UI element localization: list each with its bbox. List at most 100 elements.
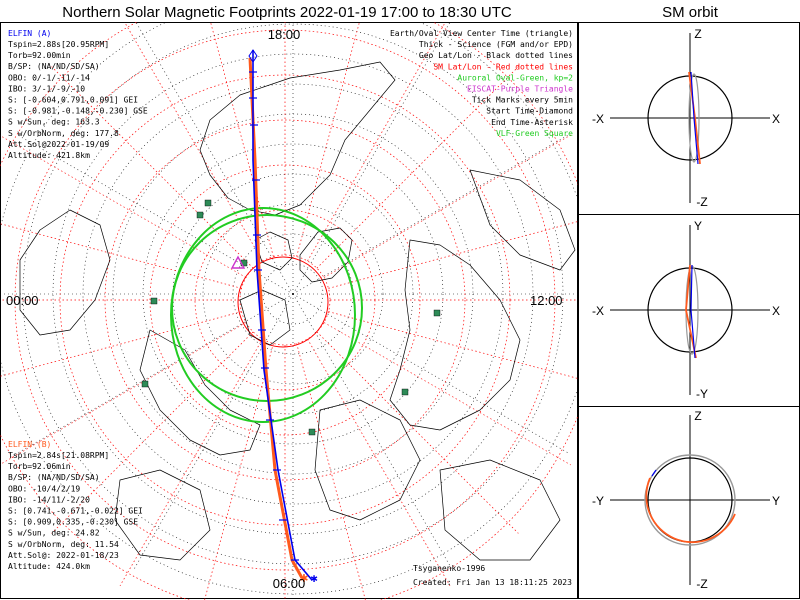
figure-title: Northern Solar Magnetic Footprints 2022-… (62, 4, 512, 21)
legend-entry: Geo Lat/Lon - Black dotted lines (419, 51, 573, 60)
geo-lon-line (15, 133, 294, 295)
orbit-axis-label: -Y (592, 494, 604, 508)
coastline (19, 209, 111, 336)
created-timestamp: Created: Fri Jan 13 18:11:25 2023 (413, 578, 572, 587)
sm-lon-line (0, 223, 242, 289)
geo-lon-line (292, 293, 571, 455)
sm-lon-line (51, 66, 254, 269)
orbit-axis-label: X (772, 112, 780, 126)
orbit-axis-label: -X (592, 304, 604, 318)
probe-a-info: ELFIN (A) Tspin=2.88s[20.95RPM] Torb=92.00… (8, 29, 148, 160)
legend-entry: End Time-Asterisk (491, 118, 573, 127)
orbit-title: SM orbit (662, 4, 719, 21)
sm-pole-circle (237, 256, 329, 348)
orbit-axis-label: X (772, 304, 780, 318)
probe-a-info-line: Att.Sol@2022-01-19/09 (8, 140, 109, 149)
probe-b-info-line: S: [0.909,0.335,-0.230] GSE (8, 518, 138, 527)
geo-lat-circle (82, 83, 504, 505)
vlf-stations (141, 199, 441, 436)
probe-a-info-line: S: [-0.981,-0.148,-0.230] GSE (8, 107, 148, 116)
probe-b-info-line: Att.Sol@: 2022-01-18/23 (8, 551, 119, 560)
hour-label-right: 12:00 (530, 293, 563, 308)
probe-b-info-line: S w/OrbNorm, deg: 11.54 (8, 540, 119, 549)
sm-lon-line (316, 331, 519, 534)
probe-b-info-line: Altitude: 424.0km (8, 562, 90, 571)
orbit-path-b (685, 264, 697, 359)
probe-a-info-line: S: [-0.604,0.791,0.091] GEI (8, 96, 138, 105)
probe-a-info-line: S w/OrbNorm, deg: 177.8 (8, 129, 119, 138)
orbit-panel-2: Y -Y -X X (592, 219, 780, 401)
legend-entry: VLF-Green Square (496, 129, 573, 138)
orbit-axis-label: -Z (696, 195, 707, 209)
start-diamond-a (248, 49, 258, 63)
auroral-oval-outer (170, 207, 356, 423)
sm-lon-line (204, 343, 274, 600)
probe-b-info-line: S: [0.741,-0.671,-0.022] GEI (8, 507, 143, 516)
orbit-axis-label: -X (592, 112, 604, 126)
geo-lat-circle (202, 203, 384, 385)
sm-lon-line (316, 66, 519, 269)
end-asterisk-b: ✱ (300, 570, 309, 586)
geo-lon-line (135, 22, 294, 295)
geo-lon-line (292, 293, 454, 572)
credit-model: Tsyganenko-1996 (413, 564, 485, 573)
hour-label-left: 00:00 (6, 293, 39, 308)
geo-lon-line (292, 133, 571, 295)
probe-a-info-line: Altitude: 421.8km (8, 151, 90, 160)
sm-lat-circle (149, 164, 421, 436)
orbit-panel-1: Z -Z -X X (592, 27, 780, 209)
orbit-axis-label: Z (694, 409, 701, 423)
orbit-path-a (690, 71, 699, 165)
vlf-station-marker (150, 297, 158, 305)
legend-entry: Tick Marks every 5min (472, 96, 573, 105)
footprint-tracks: ✱ ✱ (248, 49, 318, 586)
vlf-station-marker (141, 380, 149, 388)
hour-label-bottom: 06:00 (273, 576, 306, 591)
legend-entry: Start Time-Diamond (486, 107, 573, 116)
orbit-path-a (690, 264, 696, 359)
sm-latlon-grid (0, 22, 578, 600)
probe-a-info-line: Tspin=2.88s[20.95RPM] (8, 40, 109, 49)
probe-b-info: ELFIN (B) Tspin=2.84s[21.08RPM] Torb=92.06… (8, 440, 143, 571)
coastline (439, 459, 561, 561)
legend: Earth/Oval View Center Time (triangle) Th… (390, 29, 573, 138)
probe-b-name: ELFIN (B) (8, 440, 51, 449)
sm-lon-line (210, 22, 274, 257)
sm-lon-line (323, 134, 571, 278)
vlf-station-marker (308, 428, 316, 436)
sm-lon-line (0, 135, 247, 278)
probe-b-info-line: Torb=92.06min (8, 462, 71, 471)
orbit-path-a (651, 469, 657, 477)
legend-entry: SM Lat/Lon - Red dotted lines (433, 62, 573, 71)
hour-label-top: 18:00 (268, 27, 301, 42)
coastline (114, 469, 211, 561)
orbit-axis-label: -Z (696, 577, 707, 591)
sm-lon-line (307, 338, 451, 586)
track-probe-b (248, 57, 304, 579)
probe-a-info-line: IBO: 3/-1/-9/-10 (8, 84, 85, 93)
sm-lon-line (0, 322, 247, 465)
coastline (389, 239, 521, 431)
geo-lat-circle (262, 263, 324, 325)
orbit-axis-label: Y (772, 494, 780, 508)
probe-a-info-line: OBO: 0/-1/-11/-14 (8, 73, 90, 82)
vlf-station-marker (401, 388, 409, 396)
probe-a-info-line: S w/Sun, deg: 163.3 (8, 118, 100, 127)
sm-lon-line (296, 22, 360, 257)
vlf-station-marker (204, 199, 212, 207)
probe-a-info-line: Torb=92.00min (8, 51, 71, 60)
map-frame (0, 22, 578, 599)
orbit-ref-path (688, 73, 700, 163)
probe-b-info-line: S w/Sun, deg: 24.82 (8, 529, 100, 538)
sm-lon-line (328, 221, 578, 289)
geo-lon-line (15, 293, 294, 455)
vlf-station-marker (196, 211, 204, 219)
legend-entry: Thick - Science (FGM and/or EPD) (419, 40, 573, 49)
auroral-oval (170, 207, 363, 423)
end-asterisk-a: ✱ (310, 571, 317, 585)
sm-lon-line (296, 343, 366, 600)
probe-b-info-line: Tspin=2.84s[21.08RPM] (8, 451, 109, 460)
vlf-station-marker (433, 309, 441, 317)
probe-b-info-line: B/SP: (NA/ND/SD/SA) (8, 473, 100, 482)
orbit-panels: Z -Z -X X Y -Y -X X Z -Z -Y Y (592, 27, 780, 591)
